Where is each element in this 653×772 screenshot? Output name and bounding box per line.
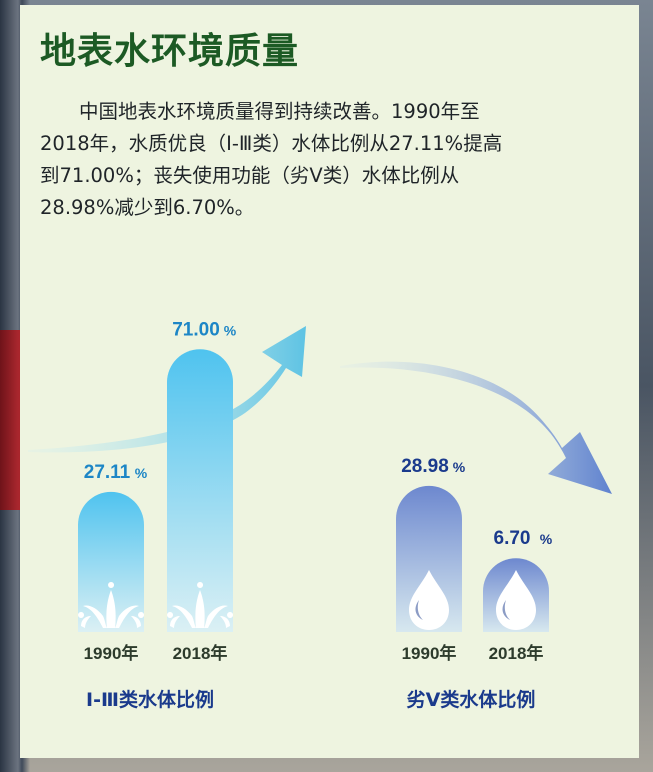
percent-sign-group1-2: % [224, 322, 237, 338]
background-red-panel [0, 330, 22, 510]
water-splash-icon [78, 582, 145, 628]
bar-group1-2 [167, 349, 233, 632]
group-label-1: Ⅰ-Ⅲ类水体比例 [86, 688, 214, 711]
group-label-2: 劣Ⅴ类水体比例 [407, 688, 536, 711]
year-label-group2-1: 1990年 [402, 643, 457, 663]
page-title: 地表水环境质量 [40, 31, 300, 72]
trend-down-arrow [340, 361, 612, 494]
percent-sign-group2-2: % [540, 531, 553, 547]
infographic-card [20, 5, 639, 758]
intro-paragraph: 中国地表水环境质量得到持续改善。1990年至2018年，水质优良（Ⅰ-Ⅲ类）水体… [40, 100, 503, 219]
percent-sign-group2-1: % [453, 459, 466, 475]
bar-group2-1 [396, 485, 462, 632]
value-label-group1-2: 71.00 [172, 319, 220, 340]
year-label-group1-1: 1990年 [84, 643, 139, 663]
percent-sign-group1-1: % [135, 465, 148, 481]
value-label-group2-2: 6.70 [494, 528, 531, 549]
year-label-group1-2: 2018年 [173, 643, 228, 663]
year-label-group2-2: 2018年 [489, 643, 544, 663]
water-splash-icon [167, 582, 234, 628]
water-drop-icon [496, 570, 536, 630]
value-label-group1-1: 27.11 [84, 462, 131, 483]
water-drop-icon [409, 570, 449, 630]
bar-group1-1 [78, 491, 144, 632]
value-label-group2-1: 28.98 [401, 456, 449, 477]
